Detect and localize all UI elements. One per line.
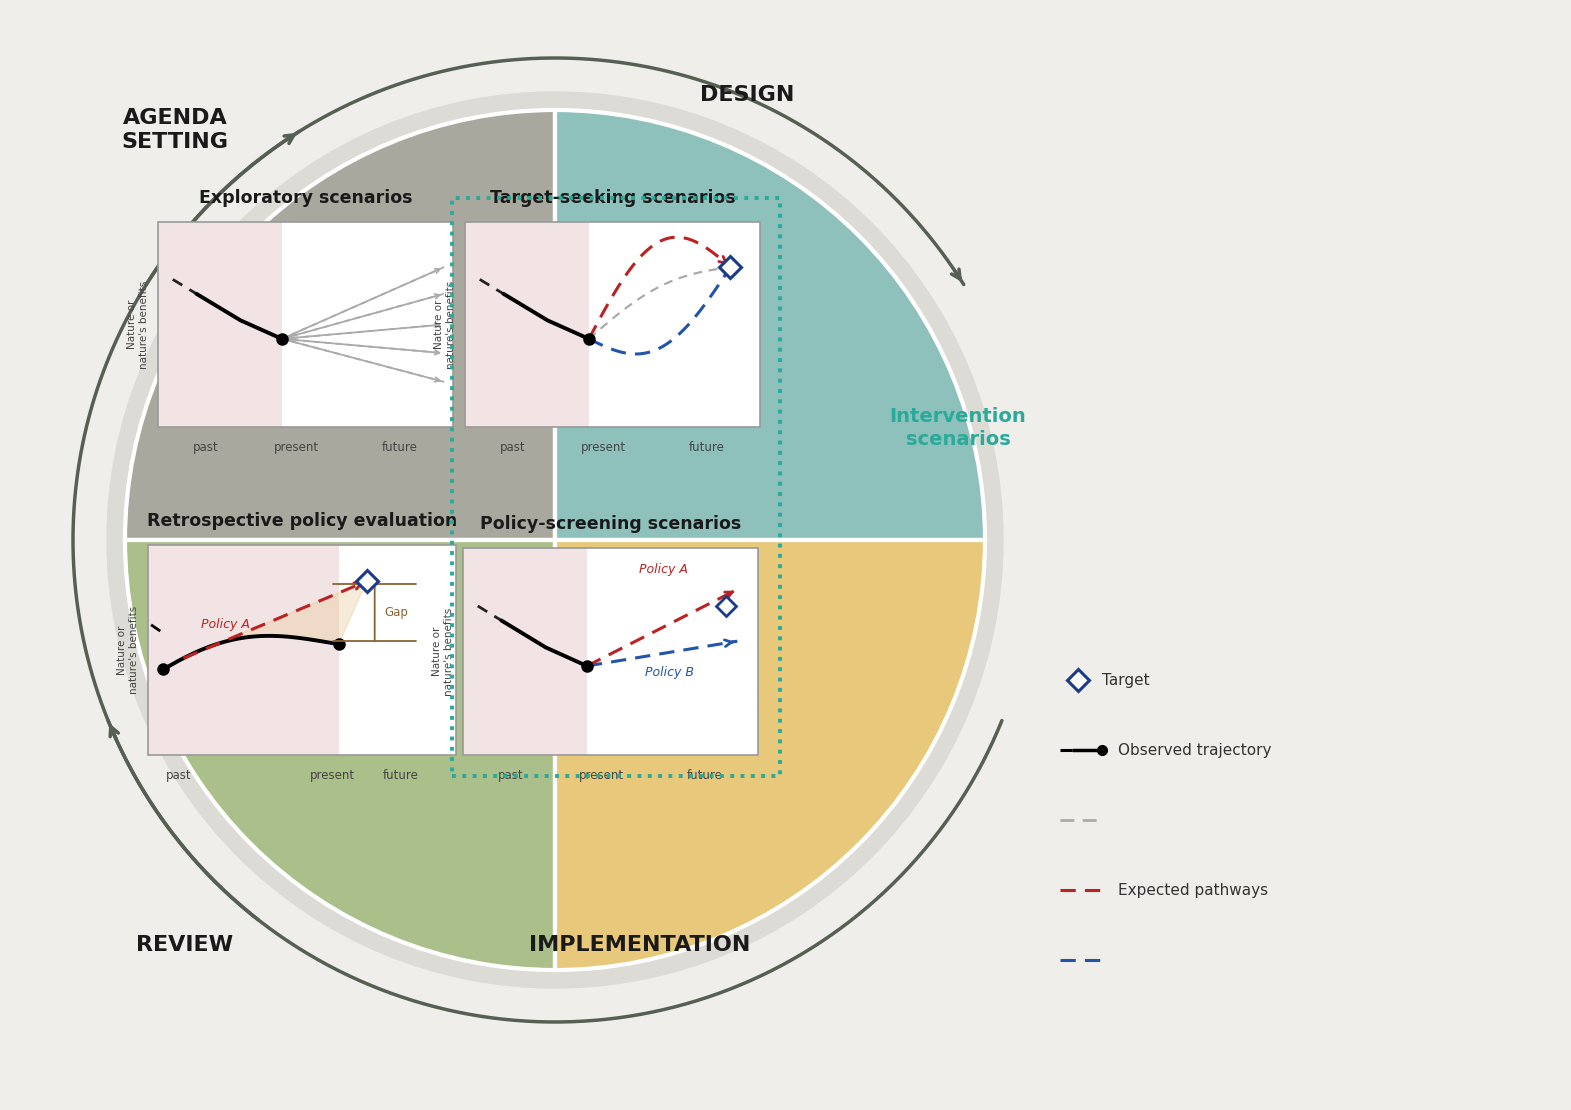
Text: Policy-screening scenarios: Policy-screening scenarios xyxy=(479,515,742,533)
Polygon shape xyxy=(190,582,366,655)
Text: DESIGN: DESIGN xyxy=(701,85,795,105)
Bar xyxy=(589,222,760,427)
Bar xyxy=(465,222,589,427)
Text: present: present xyxy=(580,769,624,783)
Text: AGENDA
SETTING: AGENDA SETTING xyxy=(121,109,228,152)
Text: REVIEW: REVIEW xyxy=(137,935,234,955)
Text: Observed trajectory: Observed trajectory xyxy=(1119,743,1271,757)
Text: Exploratory scenarios: Exploratory scenarios xyxy=(200,189,412,206)
Text: Target-seeking scenarios: Target-seeking scenarios xyxy=(490,189,735,206)
Bar xyxy=(465,222,760,427)
Bar xyxy=(339,545,456,755)
Text: Nature or
nature's benefits: Nature or nature's benefits xyxy=(118,606,138,694)
Text: future: future xyxy=(383,769,418,783)
Bar xyxy=(588,548,757,755)
Text: Target: Target xyxy=(1101,673,1150,687)
Text: Nature or
nature's benefits: Nature or nature's benefits xyxy=(127,281,149,369)
Circle shape xyxy=(107,92,1002,988)
Bar xyxy=(463,548,588,755)
Wedge shape xyxy=(126,110,555,539)
Wedge shape xyxy=(126,539,555,970)
Text: Policy B: Policy B xyxy=(646,666,694,679)
Text: past: past xyxy=(167,769,192,783)
Bar xyxy=(281,222,452,427)
Text: Expected pathways: Expected pathways xyxy=(1119,882,1268,898)
Text: present: present xyxy=(273,441,319,454)
Text: Retrospective policy evaluation: Retrospective policy evaluation xyxy=(146,512,457,529)
Text: Policy A: Policy A xyxy=(639,563,688,576)
Wedge shape xyxy=(555,110,985,539)
Bar xyxy=(463,548,757,755)
Bar xyxy=(148,545,339,755)
Text: Nature or
nature's benefits: Nature or nature's benefits xyxy=(432,607,454,696)
Text: Policy A: Policy A xyxy=(201,618,250,632)
Text: IMPLEMENTATION: IMPLEMENTATION xyxy=(529,935,751,955)
Wedge shape xyxy=(555,539,985,970)
Text: past: past xyxy=(192,441,218,454)
Text: past: past xyxy=(500,441,525,454)
Bar xyxy=(159,222,281,427)
Bar xyxy=(452,198,779,776)
Text: Nature or
nature's benefits: Nature or nature's benefits xyxy=(434,281,456,369)
Text: future: future xyxy=(382,441,418,454)
Text: future: future xyxy=(690,441,724,454)
Text: present: present xyxy=(309,769,355,783)
Text: Gap: Gap xyxy=(385,606,408,619)
Text: present: present xyxy=(581,441,627,454)
Bar xyxy=(159,222,452,427)
Text: Intervention
scenarios: Intervention scenarios xyxy=(889,406,1026,450)
Text: past: past xyxy=(498,769,523,783)
Text: future: future xyxy=(687,769,723,783)
Bar xyxy=(148,545,456,755)
